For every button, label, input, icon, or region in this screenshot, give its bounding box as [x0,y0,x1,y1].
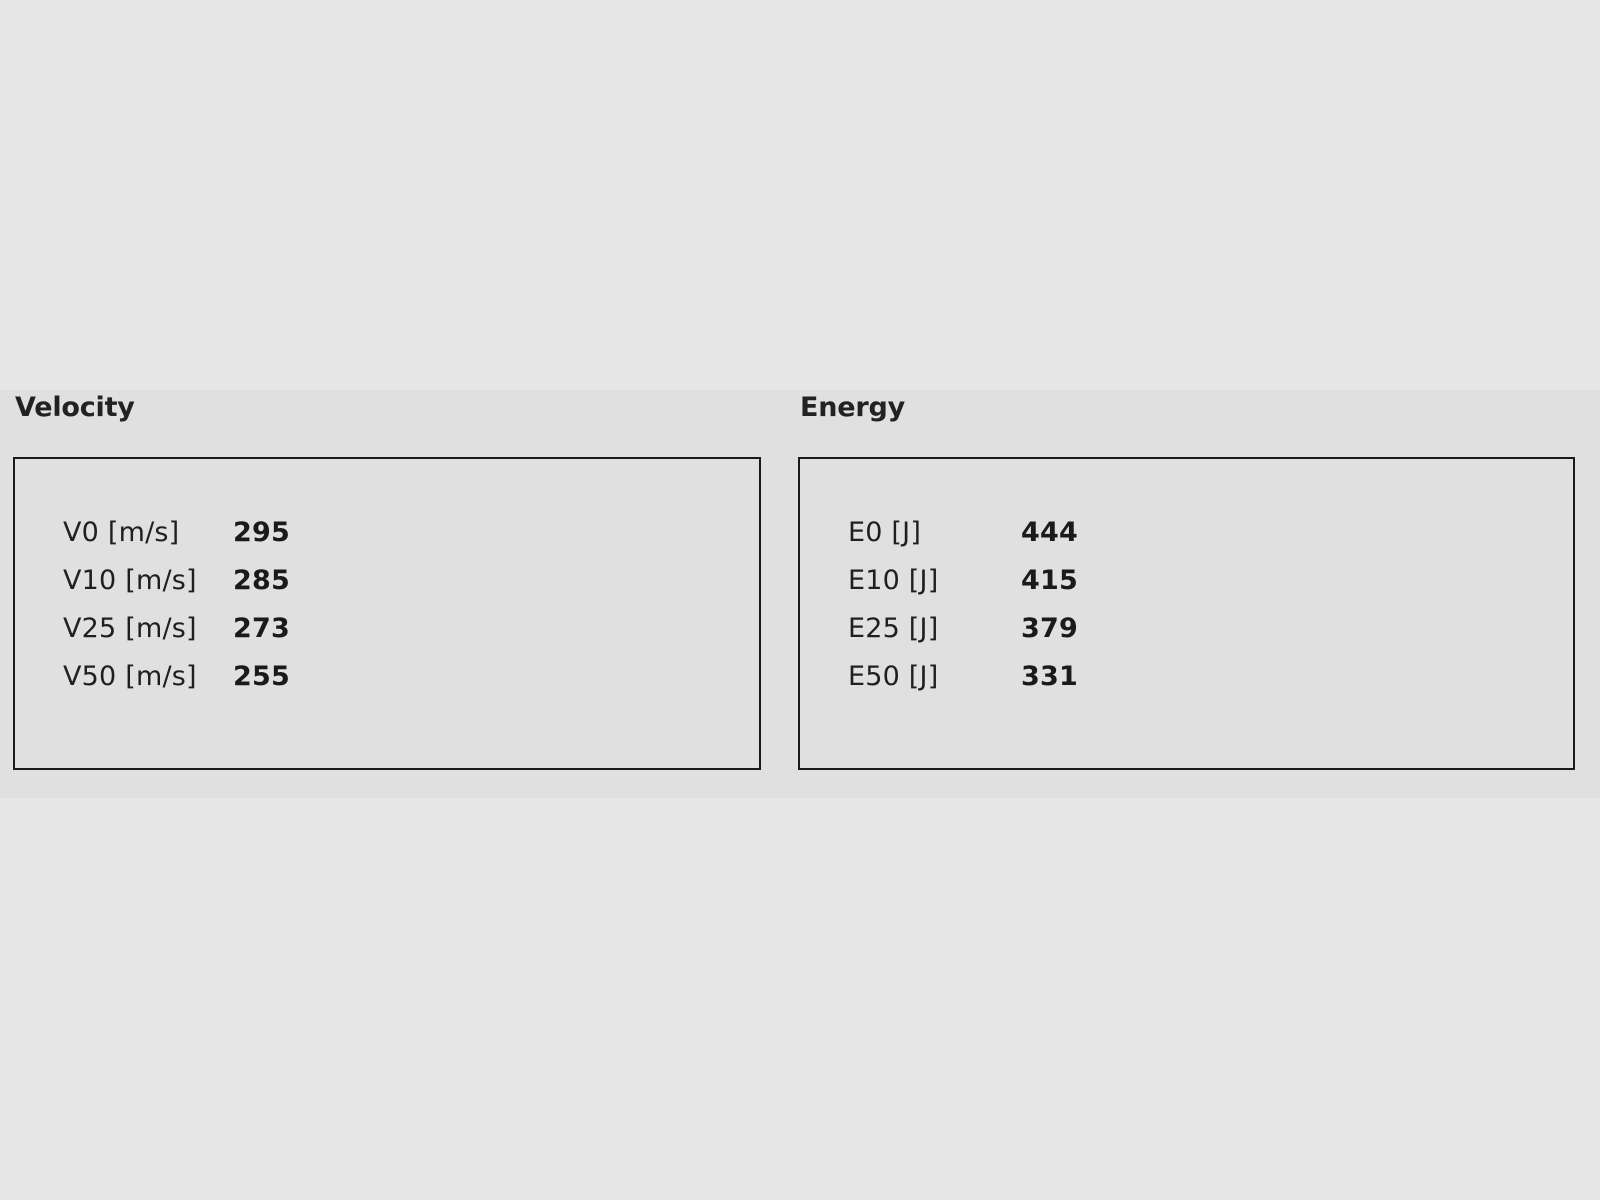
velocity-row-label: V25 [m/s] [63,613,197,644]
energy-panel-box: E0 [J] 444 E10 [J] 415 E25 [J] 379 E50 [… [798,457,1575,770]
velocity-panel: Velocity V0 [m/s] 295 V10 [m/s] 285 V25 … [13,392,761,770]
table-row: V50 [m/s] 255 [63,661,759,709]
velocity-row-label: V0 [m/s] [63,517,180,548]
velocity-row-value: 295 [233,517,290,548]
energy-row-value: 415 [1021,565,1078,596]
energy-rows: E0 [J] 444 E10 [J] 415 E25 [J] 379 E50 [… [800,459,1573,709]
energy-row-label: E50 [J] [848,661,939,692]
energy-row-label: E10 [J] [848,565,939,596]
table-row: E0 [J] 444 [848,517,1573,565]
table-row: E50 [J] 331 [848,661,1573,709]
energy-panel-title: Energy [800,392,906,423]
velocity-row-label: V10 [m/s] [63,565,197,596]
table-row: V10 [m/s] 285 [63,565,759,613]
velocity-row-value: 285 [233,565,290,596]
table-row: E10 [J] 415 [848,565,1573,613]
velocity-row-value: 273 [233,613,290,644]
energy-panel: Energy E0 [J] 444 E10 [J] 415 E25 [J] 37… [798,392,1575,770]
velocity-row-value: 255 [233,661,290,692]
table-row: V25 [m/s] 273 [63,613,759,661]
energy-row-value: 444 [1021,517,1078,548]
table-row: V0 [m/s] 295 [63,517,759,565]
velocity-rows: V0 [m/s] 295 V10 [m/s] 285 V25 [m/s] 273… [15,459,759,709]
velocity-panel-box: V0 [m/s] 295 V10 [m/s] 285 V25 [m/s] 273… [13,457,761,770]
energy-row-label: E0 [J] [848,517,922,548]
energy-row-label: E25 [J] [848,613,939,644]
energy-row-value: 379 [1021,613,1078,644]
table-row: E25 [J] 379 [848,613,1573,661]
velocity-row-label: V50 [m/s] [63,661,197,692]
velocity-panel-title: Velocity [15,392,135,423]
energy-row-value: 331 [1021,661,1078,692]
